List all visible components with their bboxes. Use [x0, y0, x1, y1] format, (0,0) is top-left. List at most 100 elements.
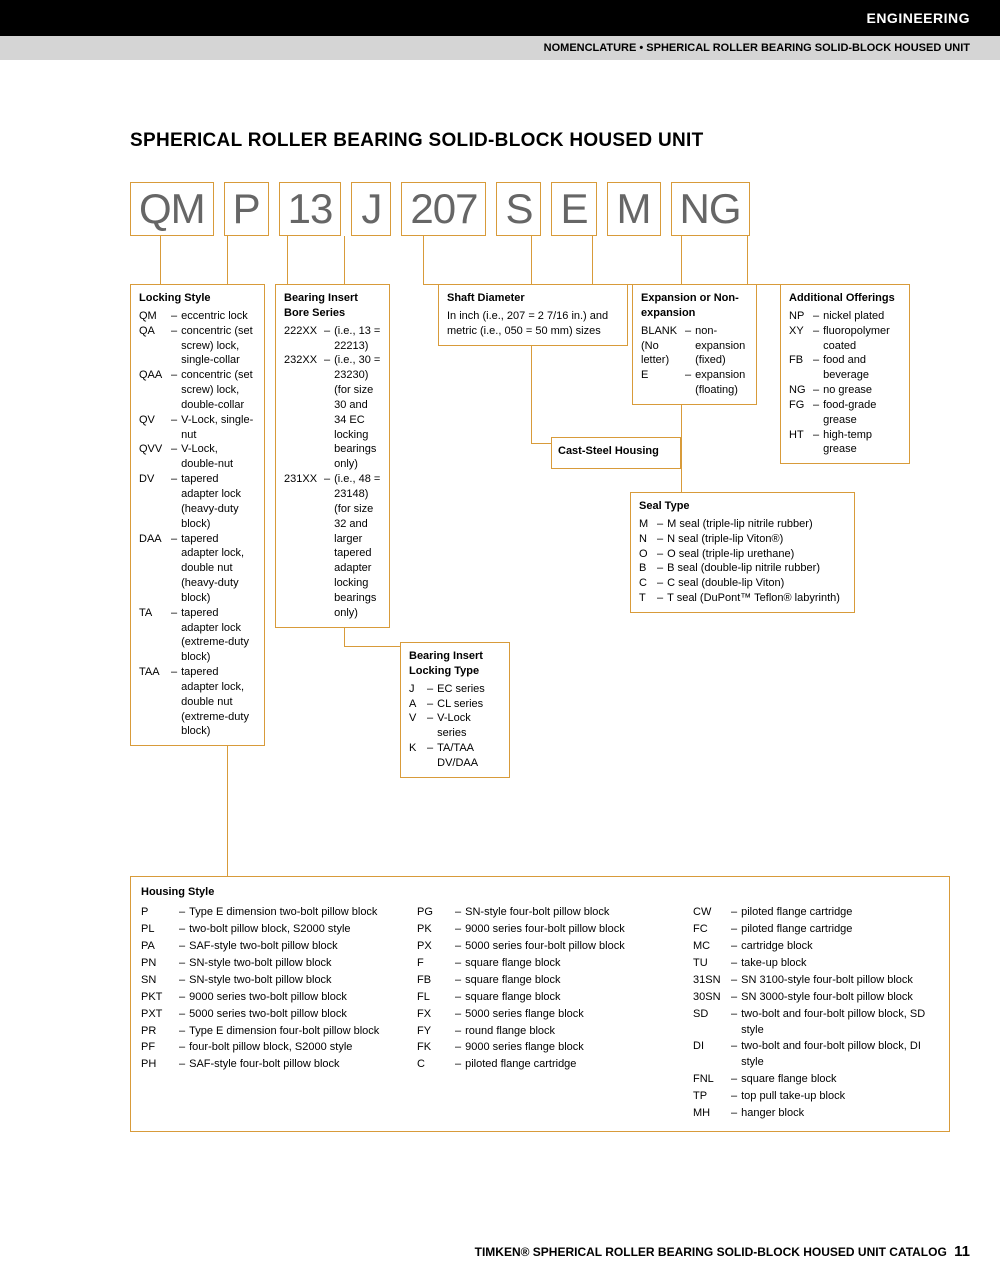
- dash: –: [731, 922, 741, 938]
- item-value: square flange block: [465, 973, 560, 989]
- item-key: QA: [139, 324, 167, 369]
- dash: –: [731, 1106, 741, 1122]
- item-value: square flange block: [465, 956, 560, 972]
- list-item: C–piloted flange cartridge: [417, 1057, 663, 1073]
- item-key: F: [417, 956, 455, 972]
- item-value: no grease: [823, 383, 901, 398]
- connector: [592, 236, 593, 284]
- item-key: PX: [417, 939, 455, 955]
- code-segment: NG: [671, 182, 750, 236]
- housing-style-box: Housing Style P–Type E dimension two-bolt…: [130, 876, 950, 1132]
- list-item: M–M seal (triple-lip nitrile rubber): [639, 517, 846, 532]
- item-value: eccentric lock: [181, 309, 256, 324]
- item-value: 9000 series flange block: [465, 1040, 584, 1056]
- item-key: T: [639, 591, 653, 606]
- item-key: MC: [693, 939, 731, 955]
- box-title: Bearing Insert Bore Series: [284, 291, 381, 321]
- dash: –: [167, 368, 181, 413]
- item-value: cartridge block: [741, 939, 813, 955]
- housing-column: CW–piloted flange cartridgeFC–piloted fl…: [693, 905, 939, 1123]
- list-item: C–C seal (double-lip Viton): [639, 576, 846, 591]
- item-value: food and beverage: [823, 353, 901, 383]
- category-label: ENGINEERING: [866, 10, 970, 26]
- list-item: PG–SN-style four-bolt pillow block: [417, 905, 663, 921]
- housing-columns: P–Type E dimension two-bolt pillow block…: [141, 905, 939, 1123]
- list-item: FK–9000 series flange block: [417, 1040, 663, 1056]
- item-key: CW: [693, 905, 731, 921]
- connector: [423, 284, 438, 285]
- list-item: MH–hanger block: [693, 1106, 939, 1122]
- item-value: two-bolt and four-bolt pillow block, DI …: [741, 1039, 939, 1071]
- code-segment: 207: [401, 182, 486, 236]
- dash: –: [809, 309, 823, 324]
- dash: –: [455, 939, 465, 955]
- list-item: E–expansion (floating): [641, 368, 748, 398]
- box-title: Housing Style: [141, 885, 939, 901]
- list-item: K–TA/TAA DV/DAA: [409, 741, 501, 771]
- dash: –: [455, 1057, 465, 1073]
- item-key: FB: [417, 973, 455, 989]
- list-item: P–Type E dimension two-bolt pillow block: [141, 905, 387, 921]
- item-value: expansion (floating): [695, 368, 748, 398]
- list-item: 232XX–(i.e., 30 = 23230) (for size 30 an…: [284, 353, 381, 472]
- list-item: DI–two-bolt and four-bolt pillow block, …: [693, 1039, 939, 1071]
- box-title: Locking Style: [139, 291, 256, 306]
- item-key: FY: [417, 1024, 455, 1040]
- list-item: CW–piloted flange cartridge: [693, 905, 939, 921]
- footer-text: TIMKEN® SPHERICAL ROLLER BEARING SOLID-B…: [475, 1245, 947, 1259]
- item-value: 5000 series two-bolt pillow block: [189, 1007, 347, 1023]
- connector: [747, 236, 748, 284]
- item-key: TP: [693, 1089, 731, 1105]
- dash: –: [731, 1089, 741, 1105]
- dash: –: [731, 1039, 741, 1071]
- dash: –: [423, 697, 437, 712]
- list-item: DAA–tapered adapter lock, double nut (he…: [139, 532, 256, 606]
- box-title: Shaft Diameter: [447, 291, 619, 306]
- dash: –: [653, 591, 667, 606]
- item-key: FG: [789, 398, 809, 428]
- dash: –: [731, 1072, 741, 1088]
- list-item: O–O seal (triple-lip urethane): [639, 547, 846, 562]
- subtitle-label: NOMENCLATURE • SPHERICAL ROLLER BEARING …: [544, 42, 970, 54]
- item-value: 5000 series four-bolt pillow block: [465, 939, 625, 955]
- item-value: concentric (set screw) lock, single-coll…: [181, 324, 256, 369]
- item-value: tapered adapter lock, double nut (extrem…: [181, 665, 256, 739]
- dash: –: [653, 517, 667, 532]
- item-key: DI: [693, 1039, 731, 1071]
- list-item: PXT–5000 series two-bolt pillow block: [141, 1007, 387, 1023]
- list-item: TU–take-up block: [693, 956, 939, 972]
- item-value: high-temp grease: [823, 428, 901, 458]
- list-item: QM–eccentric lock: [139, 309, 256, 324]
- item-value: V-Lock, single-nut: [181, 413, 256, 443]
- code-segment: M: [607, 182, 661, 236]
- diagram-area: QMP13J207SEMNG Locking StyleQM–eccentric…: [130, 182, 950, 902]
- item-value: hanger block: [741, 1106, 804, 1122]
- item-value: square flange block: [465, 990, 560, 1006]
- item-value: two-bolt and four-bolt pillow block, SD …: [741, 1007, 939, 1039]
- dash: –: [167, 309, 181, 324]
- dash: –: [653, 547, 667, 562]
- item-value: (i.e., 48 = 23148) (for size 32 and larg…: [334, 472, 381, 620]
- list-item: PN–SN-style two-bolt pillow block: [141, 956, 387, 972]
- dash: –: [455, 1024, 465, 1040]
- list-item: FL–square flange block: [417, 990, 663, 1006]
- dash: –: [455, 922, 465, 938]
- dash: –: [179, 973, 189, 989]
- item-value: SN-style two-bolt pillow block: [189, 973, 331, 989]
- dash: –: [455, 973, 465, 989]
- list-item: FC–piloted flange cartridge: [693, 922, 939, 938]
- dash: –: [455, 905, 465, 921]
- box-title: Additional Offerings: [789, 291, 901, 306]
- item-value: TA/TAA DV/DAA: [437, 741, 501, 771]
- list-item: PH–SAF-style four-bolt pillow block: [141, 1057, 387, 1073]
- item-value: M seal (triple-lip nitrile rubber): [667, 517, 846, 532]
- item-value: Type E dimension two-bolt pillow block: [189, 905, 377, 921]
- box-title: Seal Type: [639, 499, 846, 514]
- bore-series-box: Bearing Insert Bore Series222XX–(i.e., 1…: [275, 284, 390, 628]
- item-key: C: [639, 576, 653, 591]
- dash: –: [167, 606, 181, 665]
- list-item: NG–no grease: [789, 383, 901, 398]
- dash: –: [731, 956, 741, 972]
- connector: [423, 236, 424, 284]
- item-value: C seal (double-lip Viton): [667, 576, 846, 591]
